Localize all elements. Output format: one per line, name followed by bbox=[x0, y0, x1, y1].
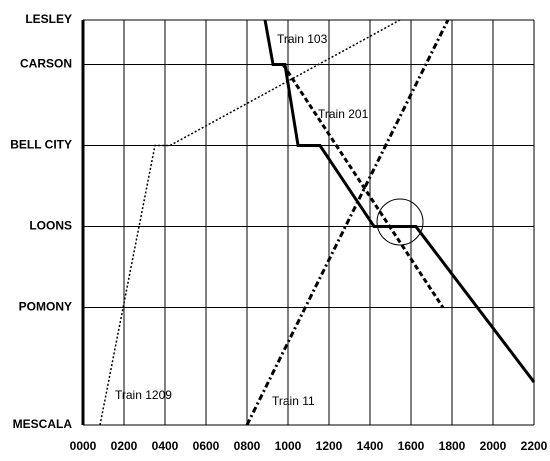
train-line bbox=[263, 19, 536, 383]
x-tick-label: 0000 bbox=[70, 439, 97, 453]
y-tick-label: LESLEY bbox=[25, 12, 72, 26]
x-tick-label: 2200 bbox=[521, 439, 548, 453]
y-tick-label: LOONS bbox=[29, 219, 72, 233]
x-tick-label: 1800 bbox=[439, 439, 466, 453]
train-label: Train 201 bbox=[318, 107, 369, 121]
train-label: Train 11 bbox=[272, 394, 315, 408]
x-tick-label: 2000 bbox=[480, 439, 507, 453]
train-label: Train 1209 bbox=[115, 388, 172, 402]
train-line bbox=[99, 19, 401, 426]
y-tick-label: MESCALA bbox=[13, 417, 73, 431]
x-tick-label: 0200 bbox=[111, 439, 138, 453]
x-tick-label: 1000 bbox=[275, 439, 302, 453]
train-label: Train 103 bbox=[277, 32, 328, 46]
x-tick-label: 0400 bbox=[152, 439, 179, 453]
x-tick-label: 1200 bbox=[316, 439, 343, 453]
x-tick-label: 0800 bbox=[234, 439, 261, 453]
x-tick-label: 0600 bbox=[193, 439, 220, 453]
x-tick-label: 1600 bbox=[398, 439, 425, 453]
x-tick-label: 1400 bbox=[357, 439, 384, 453]
y-tick-label: POMONY bbox=[19, 300, 72, 314]
y-tick-label: CARSON bbox=[20, 57, 72, 71]
train-line bbox=[245, 19, 450, 426]
train-line bbox=[281, 63, 445, 309]
y-tick-label: BELL CITY bbox=[10, 138, 72, 152]
highlight-circle bbox=[376, 198, 424, 246]
